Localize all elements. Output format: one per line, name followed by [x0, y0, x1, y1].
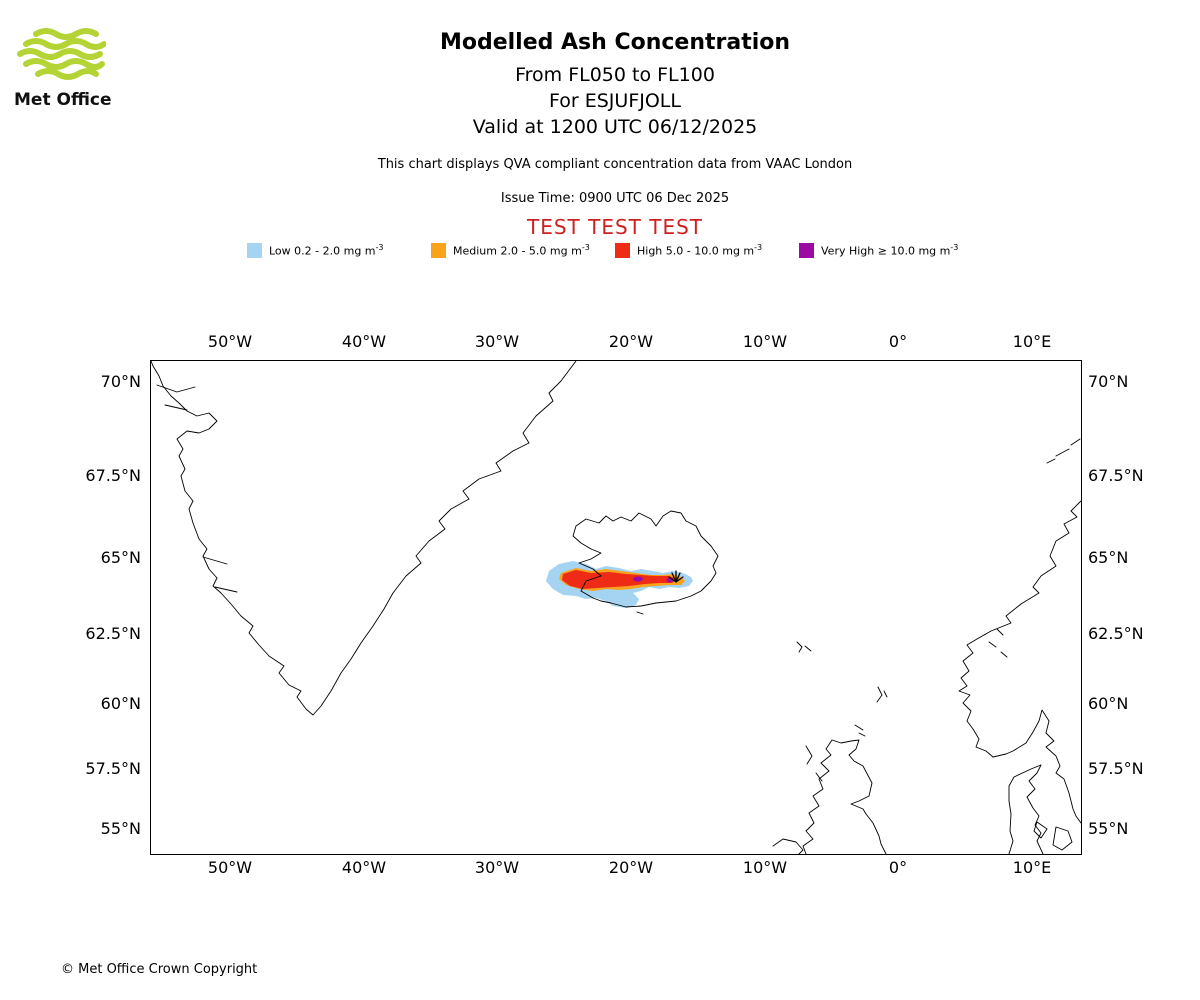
lon-tick-bottom: 30°W — [474, 858, 520, 877]
ash-plume-very-high — [633, 576, 643, 582]
legend-swatch-medium-icon — [431, 243, 446, 258]
lat-tick-right: 67.5°N — [1088, 466, 1144, 485]
lon-tick-bottom: 20°W — [608, 858, 654, 877]
map-area — [150, 360, 1082, 855]
coastline-iceland — [572, 510, 719, 615]
coastline-greenland-fjords — [156, 384, 238, 593]
flight-level-subtitle: From FL050 to FL100 — [515, 64, 715, 86]
coastline-faroe-islands — [796, 641, 812, 653]
legend-label-very-high: Very High ≥ 10.0 mg m-3 — [821, 243, 959, 258]
very-high-color-swatch — [799, 243, 814, 258]
lon-tick-bottom: 50°W — [207, 858, 253, 877]
lat-tick-right: 70°N — [1088, 372, 1129, 391]
lon-tick-top: 50°W — [207, 332, 253, 351]
coastlines — [151, 361, 1081, 854]
ash-plume-high — [562, 570, 677, 589]
medium-color-swatch — [431, 243, 446, 258]
issue-time: Issue Time: 0900 UTC 06 Dec 2025 — [500, 191, 730, 206]
legend-swatch-low-icon — [247, 243, 262, 258]
legend-swatch-high-icon — [615, 243, 630, 258]
legend-swatch-very-high-icon — [799, 243, 814, 258]
lon-tick-top: 20°W — [608, 332, 654, 351]
copyright: © Met Office Crown Copyright — [61, 962, 258, 977]
compliance-note: This chart displays QVA compliant concen… — [377, 157, 853, 172]
map-svg — [151, 361, 1081, 854]
test-banner: TEST TEST TEST — [526, 215, 703, 239]
lon-tick-top: 10°E — [1012, 332, 1052, 351]
coastline-greenland — [151, 361, 577, 716]
legend-item-low: Low 0.2 - 2.0 mg m-3 — [247, 243, 431, 258]
logo-wave-lines — [17, 28, 107, 80]
legend-exponent: -3 — [581, 243, 590, 253]
legend-item-very-high: Very High ≥ 10.0 mg m-3 — [799, 243, 983, 258]
legend-exponent: -3 — [754, 243, 763, 253]
lat-tick-right: 60°N — [1088, 694, 1129, 713]
low-color-swatch — [247, 243, 262, 258]
lat-tick-right: 65°N — [1088, 548, 1129, 567]
legend-item-high: High 5.0 - 10.0 mg m-3 — [615, 243, 799, 258]
legend-label-low: Low 0.2 - 2.0 mg m-3 — [269, 243, 384, 258]
coastline-shetland-orkney — [854, 686, 888, 737]
coastline-ireland — [772, 838, 804, 854]
coastline-norway-sweden — [958, 438, 1081, 824]
lat-tick-left: 55°N — [100, 819, 141, 838]
coastline-denmark — [1008, 764, 1073, 854]
lat-tick-left: 67.5°N — [85, 466, 141, 485]
high-color-swatch — [615, 243, 630, 258]
volcano-subtitle: For ESJUFJOLL — [549, 90, 681, 112]
met-office-logo-text: Met Office — [14, 90, 112, 110]
lat-tick-right: 55°N — [1088, 819, 1129, 838]
lon-tick-top: 10°W — [742, 332, 788, 351]
lat-tick-left: 65°N — [100, 548, 141, 567]
met-office-logo: Met Office — [14, 26, 124, 110]
lon-tick-bottom: 10°W — [742, 858, 788, 877]
valid-time-subtitle: Valid at 1200 UTC 06/12/2025 — [472, 116, 758, 138]
lon-tick-top: 30°W — [474, 332, 520, 351]
lon-tick-bottom: 40°W — [341, 858, 387, 877]
lon-tick-bottom: 10°E — [1012, 858, 1052, 877]
met-office-logo-icon — [17, 28, 107, 80]
coastline-great-britain — [802, 739, 887, 854]
legend-exponent: -3 — [375, 243, 384, 253]
legend-item-medium: Medium 2.0 - 5.0 mg m-3 — [431, 243, 615, 258]
legend-exponent: -3 — [950, 243, 959, 253]
lat-tick-right: 62.5°N — [1088, 624, 1144, 643]
lon-tick-bottom: 0° — [888, 858, 908, 877]
legend-label-medium: Medium 2.0 - 5.0 mg m-3 — [453, 243, 590, 258]
volcano-marker-icon — [668, 570, 684, 583]
chart-title: Modelled Ash Concentration — [439, 30, 791, 55]
lat-tick-right: 57.5°N — [1088, 759, 1144, 778]
lat-tick-left: 60°N — [100, 694, 141, 713]
title-block: Modelled Ash Concentration From FL050 to… — [150, 30, 1080, 140]
lat-tick-left: 57.5°N — [85, 759, 141, 778]
legend: Low 0.2 - 2.0 mg m-3 Medium 2.0 - 5.0 mg… — [150, 243, 1080, 258]
lon-tick-top: 0° — [888, 332, 908, 351]
lat-tick-left: 62.5°N — [85, 624, 141, 643]
lon-tick-top: 40°W — [341, 332, 387, 351]
legend-label-high: High 5.0 - 10.0 mg m-3 — [637, 243, 763, 258]
lat-tick-left: 70°N — [100, 372, 141, 391]
